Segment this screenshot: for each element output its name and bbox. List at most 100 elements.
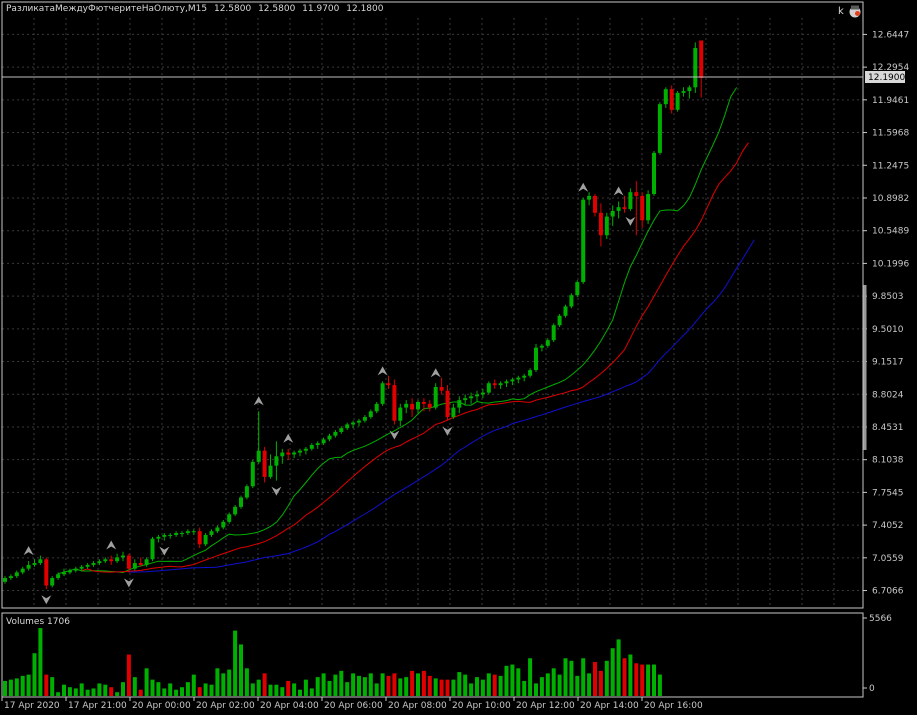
volume-bar [138,689,143,696]
price-tick-label: 9.5010 [872,325,904,335]
candle-body [244,486,249,498]
candle-body [286,452,291,455]
volume-bar [156,682,161,696]
candle-body [439,386,444,391]
candle-body [386,383,391,386]
fractal-up-arrow [430,368,441,378]
price-tick-label: 9.8503 [872,292,904,302]
volume-bar [404,677,409,696]
fractal-up-arrow [23,546,34,556]
fractal-up-arrow [106,540,117,550]
candle-body [416,401,420,410]
k-icon[interactable]: k [838,6,844,17]
candle-body [150,538,155,560]
candle-body [197,531,202,545]
volume-pane-border [1,612,864,698]
candle-body [675,92,680,110]
volume-pane-title: Volumes 1706 [6,617,70,627]
candle-body [132,563,137,569]
volume-bar [480,679,485,696]
candle-body [191,531,196,533]
candle-body [298,450,302,453]
volume-bar [144,668,149,696]
volume-bar [445,679,450,696]
high-value: 12.5800 [258,4,296,14]
volume-bar [557,674,562,696]
time-label: 20 Apr 04:00 [260,701,319,711]
ma-fast-line [57,87,738,575]
volume-bar [516,668,521,696]
price-tick-label: 12.2954 [872,63,909,73]
volume-bar [351,673,356,696]
volume-bar [457,672,462,696]
volume-bar [3,680,7,696]
close-value: 12.1800 [346,4,384,14]
volume-bar [522,680,527,696]
candle-body [616,207,621,211]
candlesticks [3,40,704,590]
candle-body [569,295,574,307]
main-pane-border [1,1,864,609]
volume-bar [73,688,78,696]
open-value: 12.5800 [213,4,252,14]
volume-bar [67,687,72,696]
volume-bar [368,673,373,696]
price-tick-label: 11.9461 [872,96,909,106]
candle-body [557,315,562,326]
fractal-down-arrow [41,595,52,605]
fractal-up-arrow [283,433,294,443]
volume-bar [581,658,586,696]
volume-bar [174,689,179,696]
volume-bar [126,654,131,696]
candle-body [221,521,226,528]
volume-bar [492,674,497,696]
fractal-up-arrow [613,186,624,196]
volume-bar [191,674,196,696]
candle-body [575,282,580,296]
candle-body [539,345,544,348]
candle-body [73,568,78,571]
volume-bar [91,688,96,696]
candle-body [463,398,468,401]
candle-body [687,87,692,92]
candle-body [587,195,592,200]
expert-advisor-icon[interactable] [848,4,862,18]
volume-bar [539,677,544,696]
candle-body [646,194,651,221]
volume-bar [398,678,403,696]
candle-body [469,396,474,399]
volume-bar [79,683,84,696]
candle-body [180,533,184,535]
candle-body [79,566,84,569]
volume-bar [50,677,55,696]
candle-body [327,435,332,440]
volume-bar [610,648,615,696]
candle-body [44,559,49,586]
volume-bar [339,670,344,696]
candle-body [203,534,208,545]
volume-bar [652,664,656,696]
fractal-up-arrow [377,366,388,376]
volume-bar [657,674,662,696]
current-price-tag-bg [865,71,905,83]
candle-body [404,403,409,408]
price-tick-label: 8.8024 [872,390,904,400]
volume-bar [209,684,214,696]
fractal-down-arrow [159,546,170,556]
candle-body [115,557,120,562]
fractal-up-arrow [253,396,264,406]
volume-bar [498,675,503,696]
price-tick-label: 7.4052 [872,521,904,531]
volume-bar [44,674,49,696]
volume-bar [410,670,415,696]
time-label: 20 Apr 06:00 [324,701,383,711]
volume-bar [486,673,491,696]
candle-body [315,443,320,446]
candle-body [563,306,568,316]
volume-bar [132,677,137,696]
symbol-timeframe: РазликатаМеждуФютчеритеНаОлюту,M15 [6,4,208,14]
candle-body [26,564,31,569]
volume-bar [162,688,167,696]
candle-body [56,574,61,579]
